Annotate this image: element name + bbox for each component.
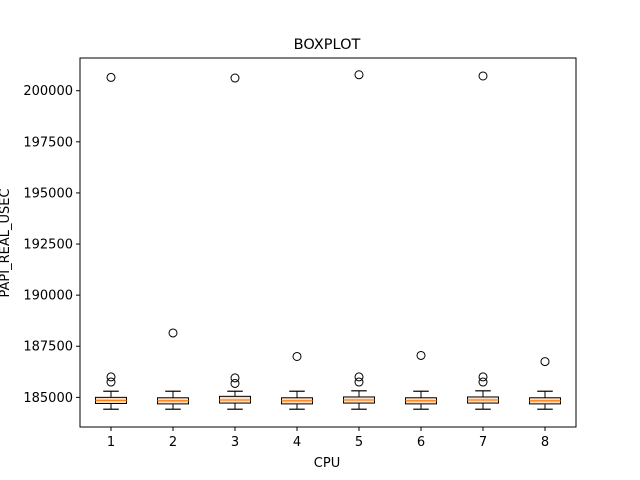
box-cpu-5: [343, 70, 375, 410]
x-tick-label-2: 2: [169, 435, 177, 450]
x-tick-label-6: 6: [417, 435, 425, 450]
x-axis: 1 2 3 4 5 6 7 8: [107, 427, 549, 450]
chart-title: BOXPLOT: [294, 37, 361, 53]
outlier-2: [478, 377, 488, 387]
y-tick-label-195000: 195000: [23, 186, 73, 201]
x-tick-label-4: 4: [293, 435, 301, 450]
x-tick-label-3: 3: [231, 435, 239, 450]
outlier-0: [478, 71, 488, 81]
x-axis-label: CPU: [314, 456, 340, 471]
box-cpu-3: [219, 73, 251, 410]
outlier-2: [230, 378, 240, 388]
box-cpu-8: [529, 357, 561, 410]
x-tick-label-8: 8: [541, 435, 549, 450]
y-tick-label-200000: 200000: [23, 84, 73, 99]
y-tick-label-185000: 185000: [23, 391, 73, 406]
box-cpu-2: [157, 328, 189, 410]
outlier-0: [292, 351, 302, 361]
outlier-0: [416, 350, 426, 360]
x-tick-label-5: 5: [355, 435, 363, 450]
y-tick-label-190000: 190000: [23, 289, 73, 304]
outlier-0: [106, 72, 116, 82]
box-cpu-6: [405, 350, 437, 410]
outlier-0: [230, 73, 240, 83]
x-tick-label-7: 7: [479, 435, 487, 450]
outlier-0: [354, 70, 364, 80]
y-axis: 185000 187500 190000 192500 195000 197500 2000…: [23, 84, 80, 406]
box-cpu-7: [467, 71, 499, 410]
outlier-1: [230, 373, 240, 383]
x-tick-label-1: 1: [107, 435, 115, 450]
y-tick-label-197500: 197500: [23, 135, 73, 150]
box-cpu-1: [95, 72, 127, 410]
outlier-2: [106, 377, 116, 387]
y-tick-label-187500: 187500: [23, 340, 73, 355]
outlier-0: [540, 357, 550, 367]
outlier-1: [106, 372, 116, 382]
y-axis-label: PAPI_REAL_USEC: [0, 188, 13, 297]
outlier-2: [354, 377, 364, 387]
y-tick-label-192500: 192500: [23, 238, 73, 253]
outlier-0: [168, 328, 178, 338]
box-cpu-4: [281, 351, 313, 410]
plot-frame: [79, 57, 577, 428]
plot-area: [95, 70, 561, 410]
outlier-1: [354, 372, 364, 382]
outlier-1: [478, 372, 488, 382]
